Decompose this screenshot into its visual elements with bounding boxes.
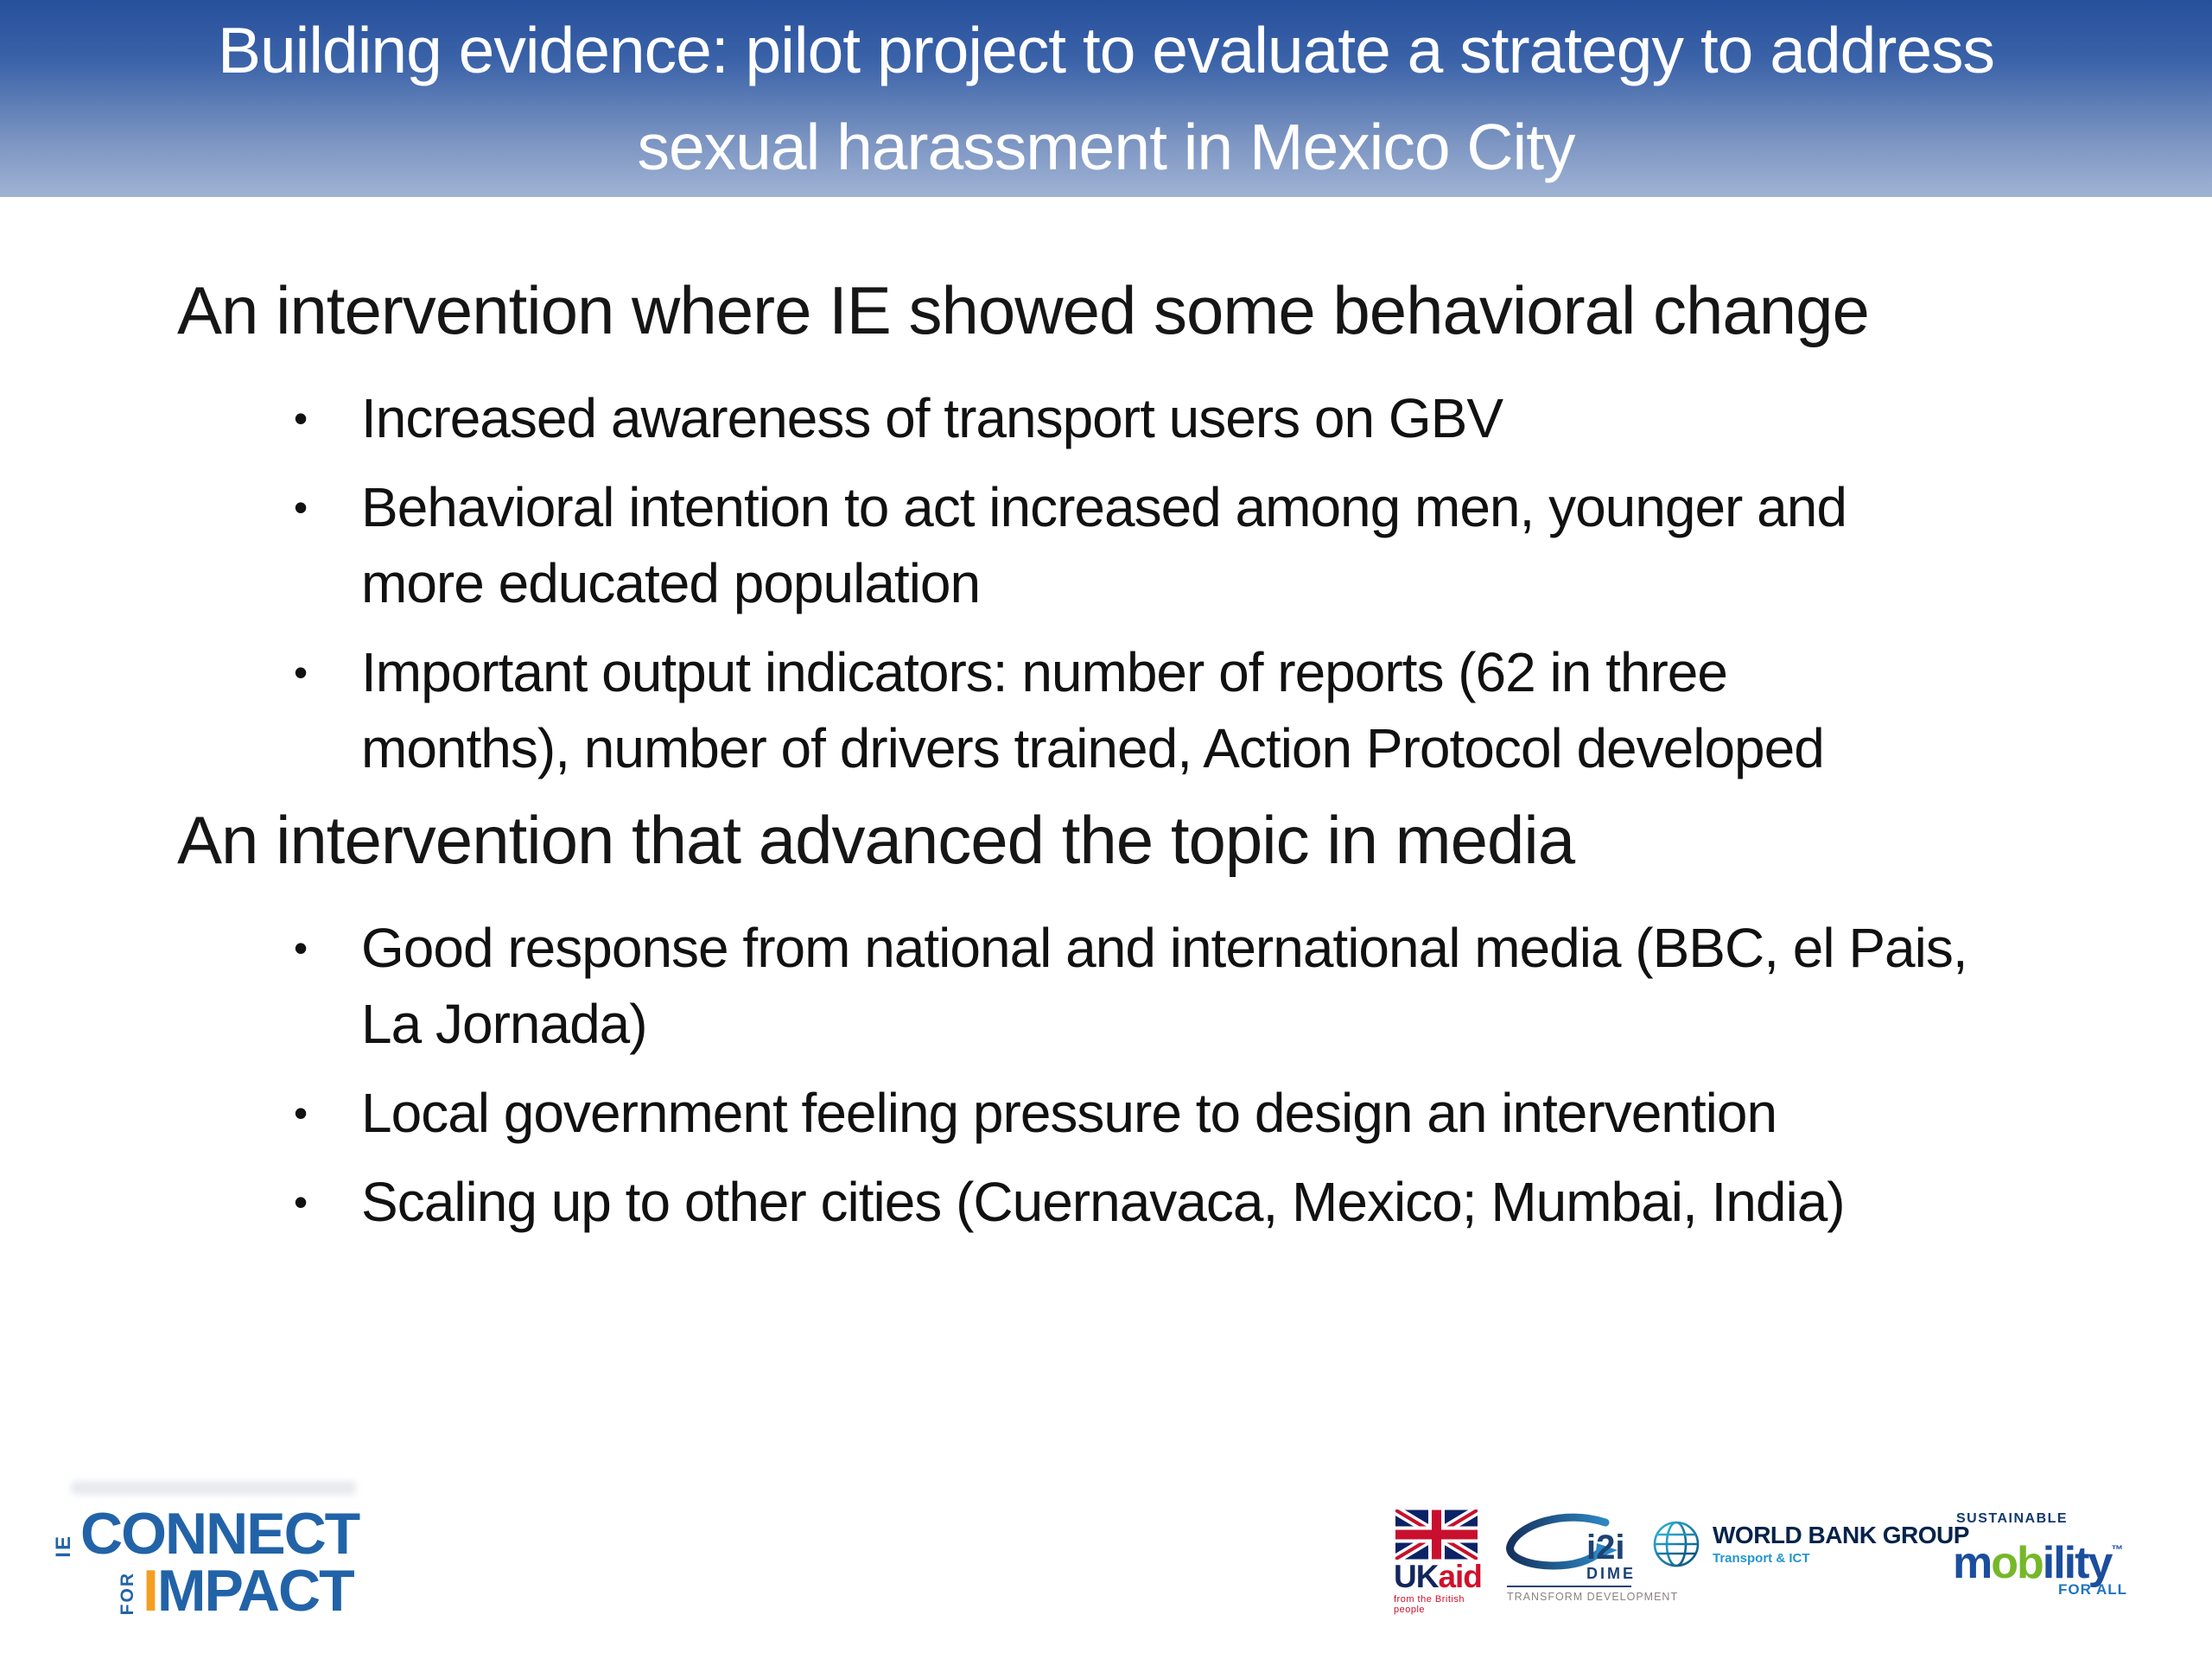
sustainable-mobility-logo: SUSTAINABLE mobility™ FOR ALL bbox=[1953, 1512, 2127, 1599]
ukaid-wordmark: UKaid bbox=[1394, 1560, 1497, 1594]
mobility-ility: ility bbox=[2042, 1538, 2113, 1588]
bullet-icon: • bbox=[294, 925, 308, 970]
impact-row: FOR IMPACT bbox=[118, 1561, 359, 1620]
for-all-label: FOR ALL bbox=[2058, 1581, 2128, 1598]
union-jack-flag-icon bbox=[1395, 1510, 1478, 1560]
list-item: • Good response from national and intern… bbox=[294, 910, 2212, 1062]
dime-label: DIME bbox=[1586, 1565, 1636, 1582]
ukaid-logo: UKaid from the British people bbox=[1394, 1510, 1497, 1615]
bullet-icon: • bbox=[294, 485, 308, 530]
list-item: • Behavioral intention to act increased … bbox=[294, 469, 2212, 621]
bullet-text: Behavioral intention to act increased am… bbox=[361, 476, 1847, 614]
mobility-wordmark: mobility™ bbox=[1953, 1526, 2127, 1586]
connect-row: IE CONNECT bbox=[52, 1501, 360, 1567]
bullet-text: Important output indicators: number of r… bbox=[361, 641, 1825, 779]
bullet-list-behavioral-change: • Increased awareness of transport users… bbox=[294, 380, 2212, 786]
ie-vertical-label: IE bbox=[52, 1535, 75, 1558]
impact-orange-i: I bbox=[143, 1558, 159, 1624]
connect-for-impact-logo: IE CONNECT FOR IMPACT bbox=[52, 1501, 360, 1620]
mobility-m: m bbox=[1953, 1538, 1993, 1588]
wbg-text: WORLD BANK GROUP Transport & ICT bbox=[1713, 1522, 1969, 1567]
ukaid-tagline: from the British people bbox=[1394, 1594, 1465, 1615]
faded-logo-artifact bbox=[71, 1481, 356, 1495]
world-bank-group-logo: WORLD BANK GROUP Transport & ICT bbox=[1652, 1517, 1969, 1571]
impact-wordmark: IMPACT bbox=[143, 1561, 355, 1620]
ukaid-aid: aid bbox=[1438, 1559, 1482, 1594]
ukaid-uk: UK bbox=[1394, 1559, 1439, 1594]
trademark-symbol: ™ bbox=[2111, 1542, 2124, 1556]
i2i-swoosh-arrow-icon bbox=[1506, 1513, 1618, 1570]
slide-title: Building evidence: pilot project to eval… bbox=[217, 14, 1995, 183]
i2i-wordmark: i2i bbox=[1586, 1529, 1625, 1567]
bullet-text: Local government feeling pressure to des… bbox=[361, 1082, 1777, 1144]
bullet-text: Increased awareness of transport users o… bbox=[361, 387, 1503, 449]
bullet-icon: • bbox=[294, 650, 308, 695]
i2i-divider bbox=[1507, 1586, 1631, 1587]
section-heading-behavioral-change: An intervention where IE showed some beh… bbox=[177, 272, 1870, 348]
slide-body: An intervention where IE showed some beh… bbox=[0, 197, 2212, 1253]
bullet-list-media: • Good response from national and intern… bbox=[294, 910, 2212, 1240]
i2i-tagline: TRANSFORM DEVELOPMENT bbox=[1507, 1591, 1679, 1603]
bullet-icon: • bbox=[294, 1090, 308, 1135]
list-item: • Increased awareness of transport users… bbox=[294, 380, 2212, 456]
bullet-icon: • bbox=[294, 1179, 308, 1224]
connect-wordmark: CONNECT bbox=[80, 1501, 360, 1567]
bullet-text: Scaling up to other cities (Cuernavaca, … bbox=[361, 1171, 1846, 1233]
bullet-text: Good response from national and internat… bbox=[361, 917, 1968, 1055]
for-vertical-label: FOR bbox=[118, 1571, 137, 1615]
list-item: • Scaling up to other cities (Cuernavaca… bbox=[294, 1164, 2212, 1240]
impact-rest: MPACT bbox=[156, 1558, 355, 1624]
list-item: • Important output indicators: number of… bbox=[294, 634, 2212, 786]
world-bank-globe-icon bbox=[1653, 1521, 1700, 1567]
sustainable-label: SUSTAINABLE bbox=[1956, 1511, 2069, 1526]
title-bar: Building evidence: pilot project to eval… bbox=[0, 0, 2212, 197]
mobility-ob-green: ob bbox=[1991, 1538, 2044, 1588]
wbg-wordmark: WORLD BANK GROUP bbox=[1713, 1522, 1969, 1548]
wbg-unit-label: Transport & ICT bbox=[1713, 1551, 1810, 1566]
list-item: • Local government feeling pressure to d… bbox=[294, 1075, 2212, 1151]
bullet-icon: • bbox=[294, 396, 308, 441]
section-heading-media: An intervention that advanced the topic … bbox=[177, 802, 1575, 878]
